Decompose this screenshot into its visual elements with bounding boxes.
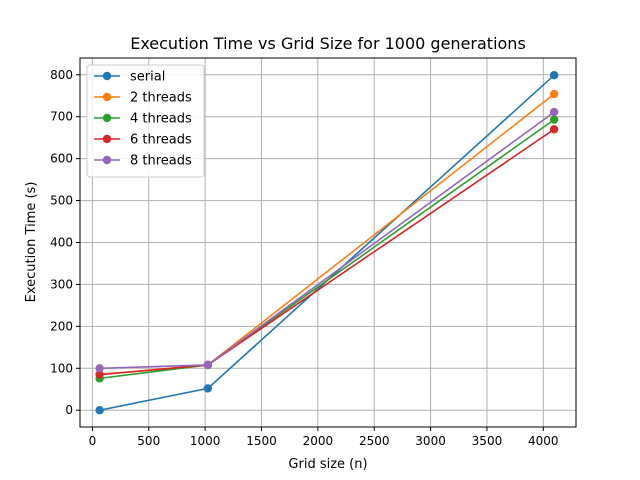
legend-label: 4 threads [130,112,192,127]
x-tick-label: 2000 [303,434,334,448]
x-axis-ticks: 0 500 1000 1500 2000 2500 3000 3500 4000 [89,427,559,448]
legend-entry: 8 threads [94,154,192,169]
data-point [549,115,559,124]
legend-swatch-marker [102,71,112,81]
y-tick-label: 600 [50,152,73,166]
data-point [95,364,104,373]
y-axis-label: Execution Time (s) [24,182,39,303]
data-point [95,406,104,415]
legend: serial 2 threads 4 threads 6 threads 8 threa… [86,64,205,178]
y-tick-label: 200 [50,319,73,333]
y-tick-label: 800 [50,68,73,82]
legend-box [86,64,205,178]
y-axis-ticks: 0 100 200 300 400 500 600 700 800 [50,68,80,417]
x-tick-label: 4000 [528,434,559,448]
data-point [203,384,213,393]
legend-label: 8 threads [130,154,192,169]
legend-swatch-marker [102,155,112,165]
legend-entry: 2 threads [94,91,192,106]
y-tick-label: 0 [65,403,73,417]
x-tick-label: 3000 [415,434,446,448]
y-tick-label: 700 [50,110,73,124]
data-point [549,70,559,80]
series-serial [95,70,559,415]
legend-label: 6 threads [130,133,192,148]
legend-swatch-marker [102,134,112,144]
x-tick-label: 0 [89,434,97,448]
data-point [95,370,104,379]
legend-swatch-marker [102,113,112,123]
x-tick-label: 500 [137,434,160,448]
y-tick-label: 300 [50,277,73,291]
legend-label: serial [130,70,165,85]
x-tick-label: 1000 [190,434,221,448]
y-tick-label: 100 [50,361,73,375]
data-point [549,125,559,134]
x-tick-label: 1500 [246,434,277,448]
legend-entry: 4 threads [94,112,192,127]
x-axis-label: Grid size (n) [288,457,367,472]
legend-entry: serial [94,70,165,85]
legend-entry: 6 threads [94,133,192,148]
series-8-threads [95,107,559,373]
legend-label: 2 threads [130,91,192,106]
x-tick-label: 3500 [472,434,503,448]
series-layer [95,70,559,415]
legend-swatch-marker [102,92,112,102]
data-point [203,360,213,370]
data-point [549,107,559,117]
x-tick-label: 2500 [359,434,390,448]
y-tick-label: 500 [50,194,73,208]
chart-title: Execution Time vs Grid Size for 1000 gen… [130,34,526,53]
y-tick-label: 400 [50,236,73,250]
data-point [549,89,559,99]
